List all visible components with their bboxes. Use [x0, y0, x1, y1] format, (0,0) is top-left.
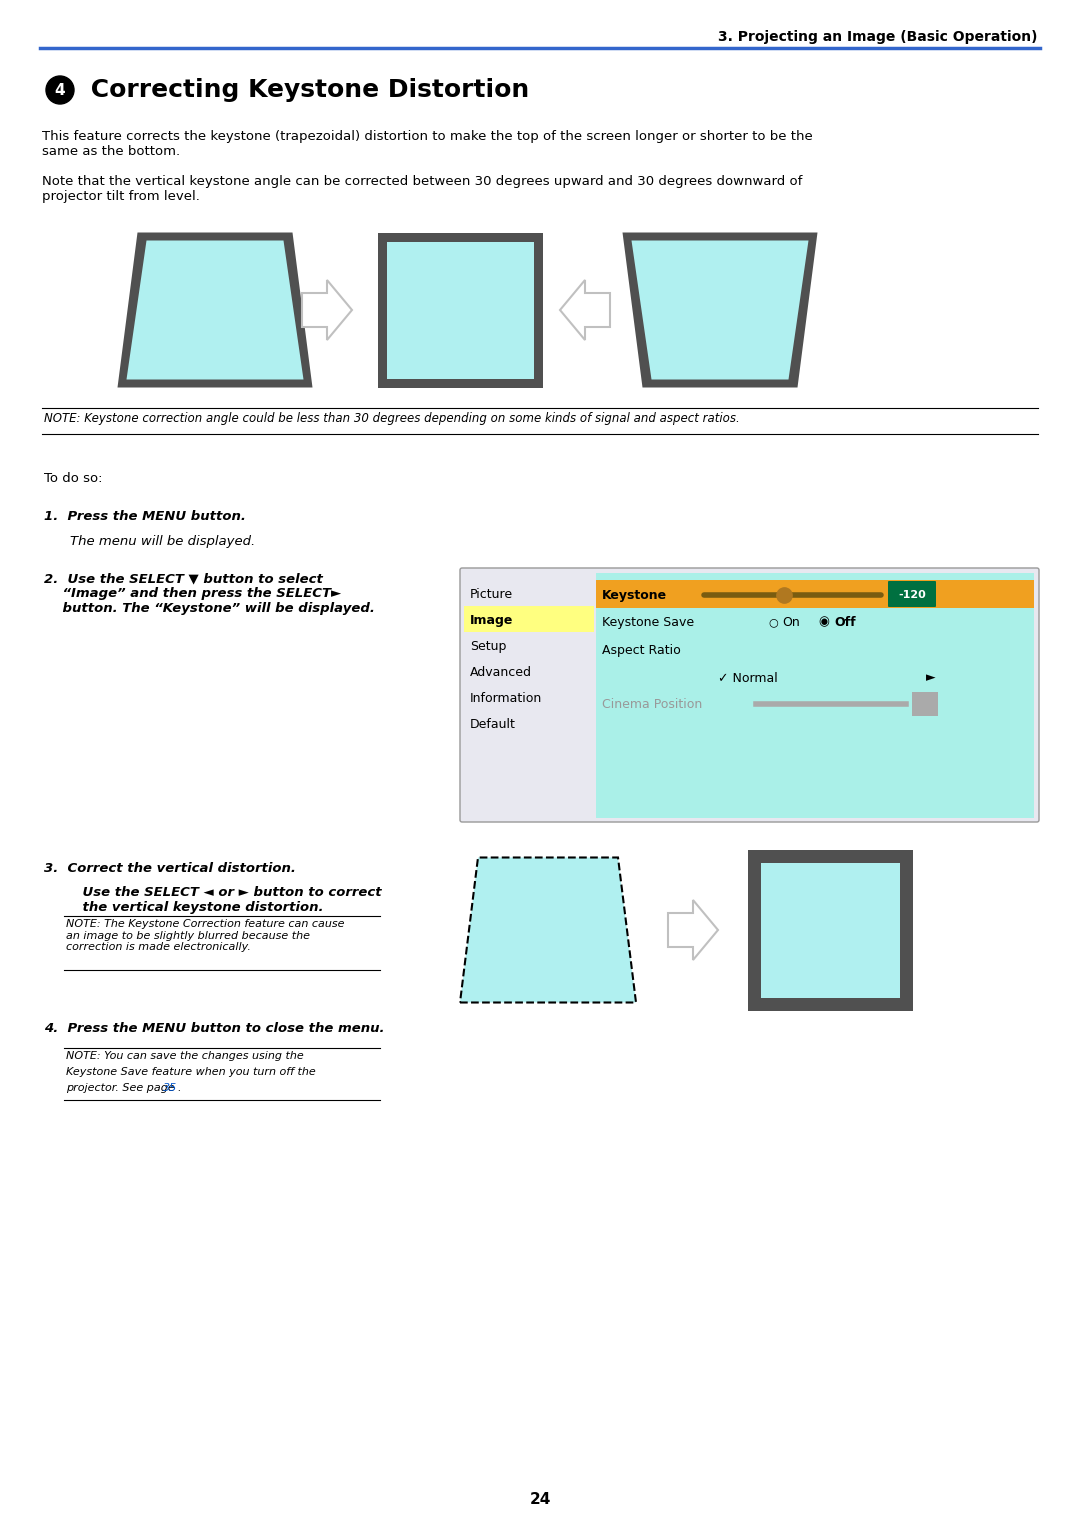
Text: Use the SELECT ◄ or ► button to correct
    the vertical keystone distortion.: Use the SELECT ◄ or ► button to correct …: [64, 887, 381, 914]
Text: Cinema Position: Cinema Position: [602, 697, 702, 711]
Text: Advanced: Advanced: [470, 665, 532, 679]
Text: This feature corrects the keystone (trapezoidal) distortion to make the top of t: This feature corrects the keystone (trap…: [42, 130, 813, 159]
Text: Information: Information: [470, 691, 542, 705]
Polygon shape: [632, 241, 809, 380]
Circle shape: [46, 76, 75, 104]
Text: Note that the vertical keystone angle can be corrected between 30 degrees upward: Note that the vertical keystone angle ca…: [42, 175, 802, 203]
FancyBboxPatch shape: [888, 581, 936, 607]
Text: Keystone: Keystone: [602, 589, 667, 601]
Polygon shape: [669, 900, 718, 960]
Bar: [464, 632, 594, 658]
Text: Keystone Save feature when you turn off the: Keystone Save feature when you turn off …: [66, 1067, 315, 1077]
Text: NOTE: The Keystone Correction feature can cause
an image to be slightly blurred : NOTE: The Keystone Correction feature ca…: [66, 919, 345, 952]
Bar: [747, 850, 913, 1010]
Polygon shape: [622, 232, 818, 388]
Text: 2.  Use the SELECT ▼ button to select
    “Image” and then press the SELECT►
   : 2. Use the SELECT ▼ button to select “Im…: [44, 572, 375, 615]
Polygon shape: [302, 279, 352, 340]
Bar: [464, 684, 594, 710]
Text: Setup: Setup: [470, 639, 507, 653]
Text: 4.  Press the MENU button to close the menu.: 4. Press the MENU button to close the me…: [44, 1022, 384, 1035]
Bar: [464, 580, 594, 606]
Bar: [464, 658, 594, 684]
Polygon shape: [561, 279, 610, 340]
Text: ○: ○: [768, 617, 778, 627]
Bar: [760, 862, 900, 998]
Text: Off: Off: [834, 615, 855, 629]
Text: NOTE: Keystone correction angle could be less than 30 degrees depending on some : NOTE: Keystone correction angle could be…: [44, 412, 740, 426]
Text: Picture: Picture: [470, 588, 513, 601]
Text: -120: -120: [899, 591, 926, 600]
Text: Correcting Keystone Distortion: Correcting Keystone Distortion: [82, 78, 529, 102]
Text: ►: ►: [926, 671, 935, 685]
Text: Keystone Save: Keystone Save: [602, 615, 694, 629]
Text: ✓ Normal: ✓ Normal: [718, 671, 778, 685]
Bar: [464, 710, 594, 736]
Text: ◉: ◉: [818, 615, 828, 629]
Text: Aspect Ratio: Aspect Ratio: [602, 644, 680, 656]
FancyBboxPatch shape: [460, 568, 1039, 823]
Polygon shape: [460, 858, 636, 1003]
Polygon shape: [126, 241, 303, 380]
Bar: [387, 241, 534, 378]
Text: Image: Image: [470, 613, 513, 627]
Text: To do so:: To do so:: [44, 472, 103, 485]
Polygon shape: [118, 232, 312, 388]
Text: 3.  Correct the vertical distortion.: 3. Correct the vertical distortion.: [44, 862, 296, 874]
Text: NOTE: You can save the changes using the: NOTE: You can save the changes using the: [66, 1051, 303, 1061]
Text: 3. Projecting an Image (Basic Operation): 3. Projecting an Image (Basic Operation): [718, 31, 1038, 44]
Text: 1.  Press the MENU button.: 1. Press the MENU button.: [44, 510, 246, 523]
Bar: [596, 572, 1034, 818]
Bar: [912, 691, 939, 716]
Bar: [464, 606, 594, 632]
Text: .: .: [177, 1083, 180, 1093]
Bar: [378, 232, 542, 388]
Text: projector. See page: projector. See page: [66, 1083, 178, 1093]
Text: The menu will be displayed.: The menu will be displayed.: [70, 536, 255, 548]
Text: Default: Default: [470, 717, 516, 731]
Text: 24: 24: [529, 1492, 551, 1508]
Text: On: On: [782, 615, 800, 629]
Bar: [596, 580, 1034, 607]
Text: 4: 4: [55, 82, 65, 98]
Text: 35: 35: [163, 1083, 177, 1093]
